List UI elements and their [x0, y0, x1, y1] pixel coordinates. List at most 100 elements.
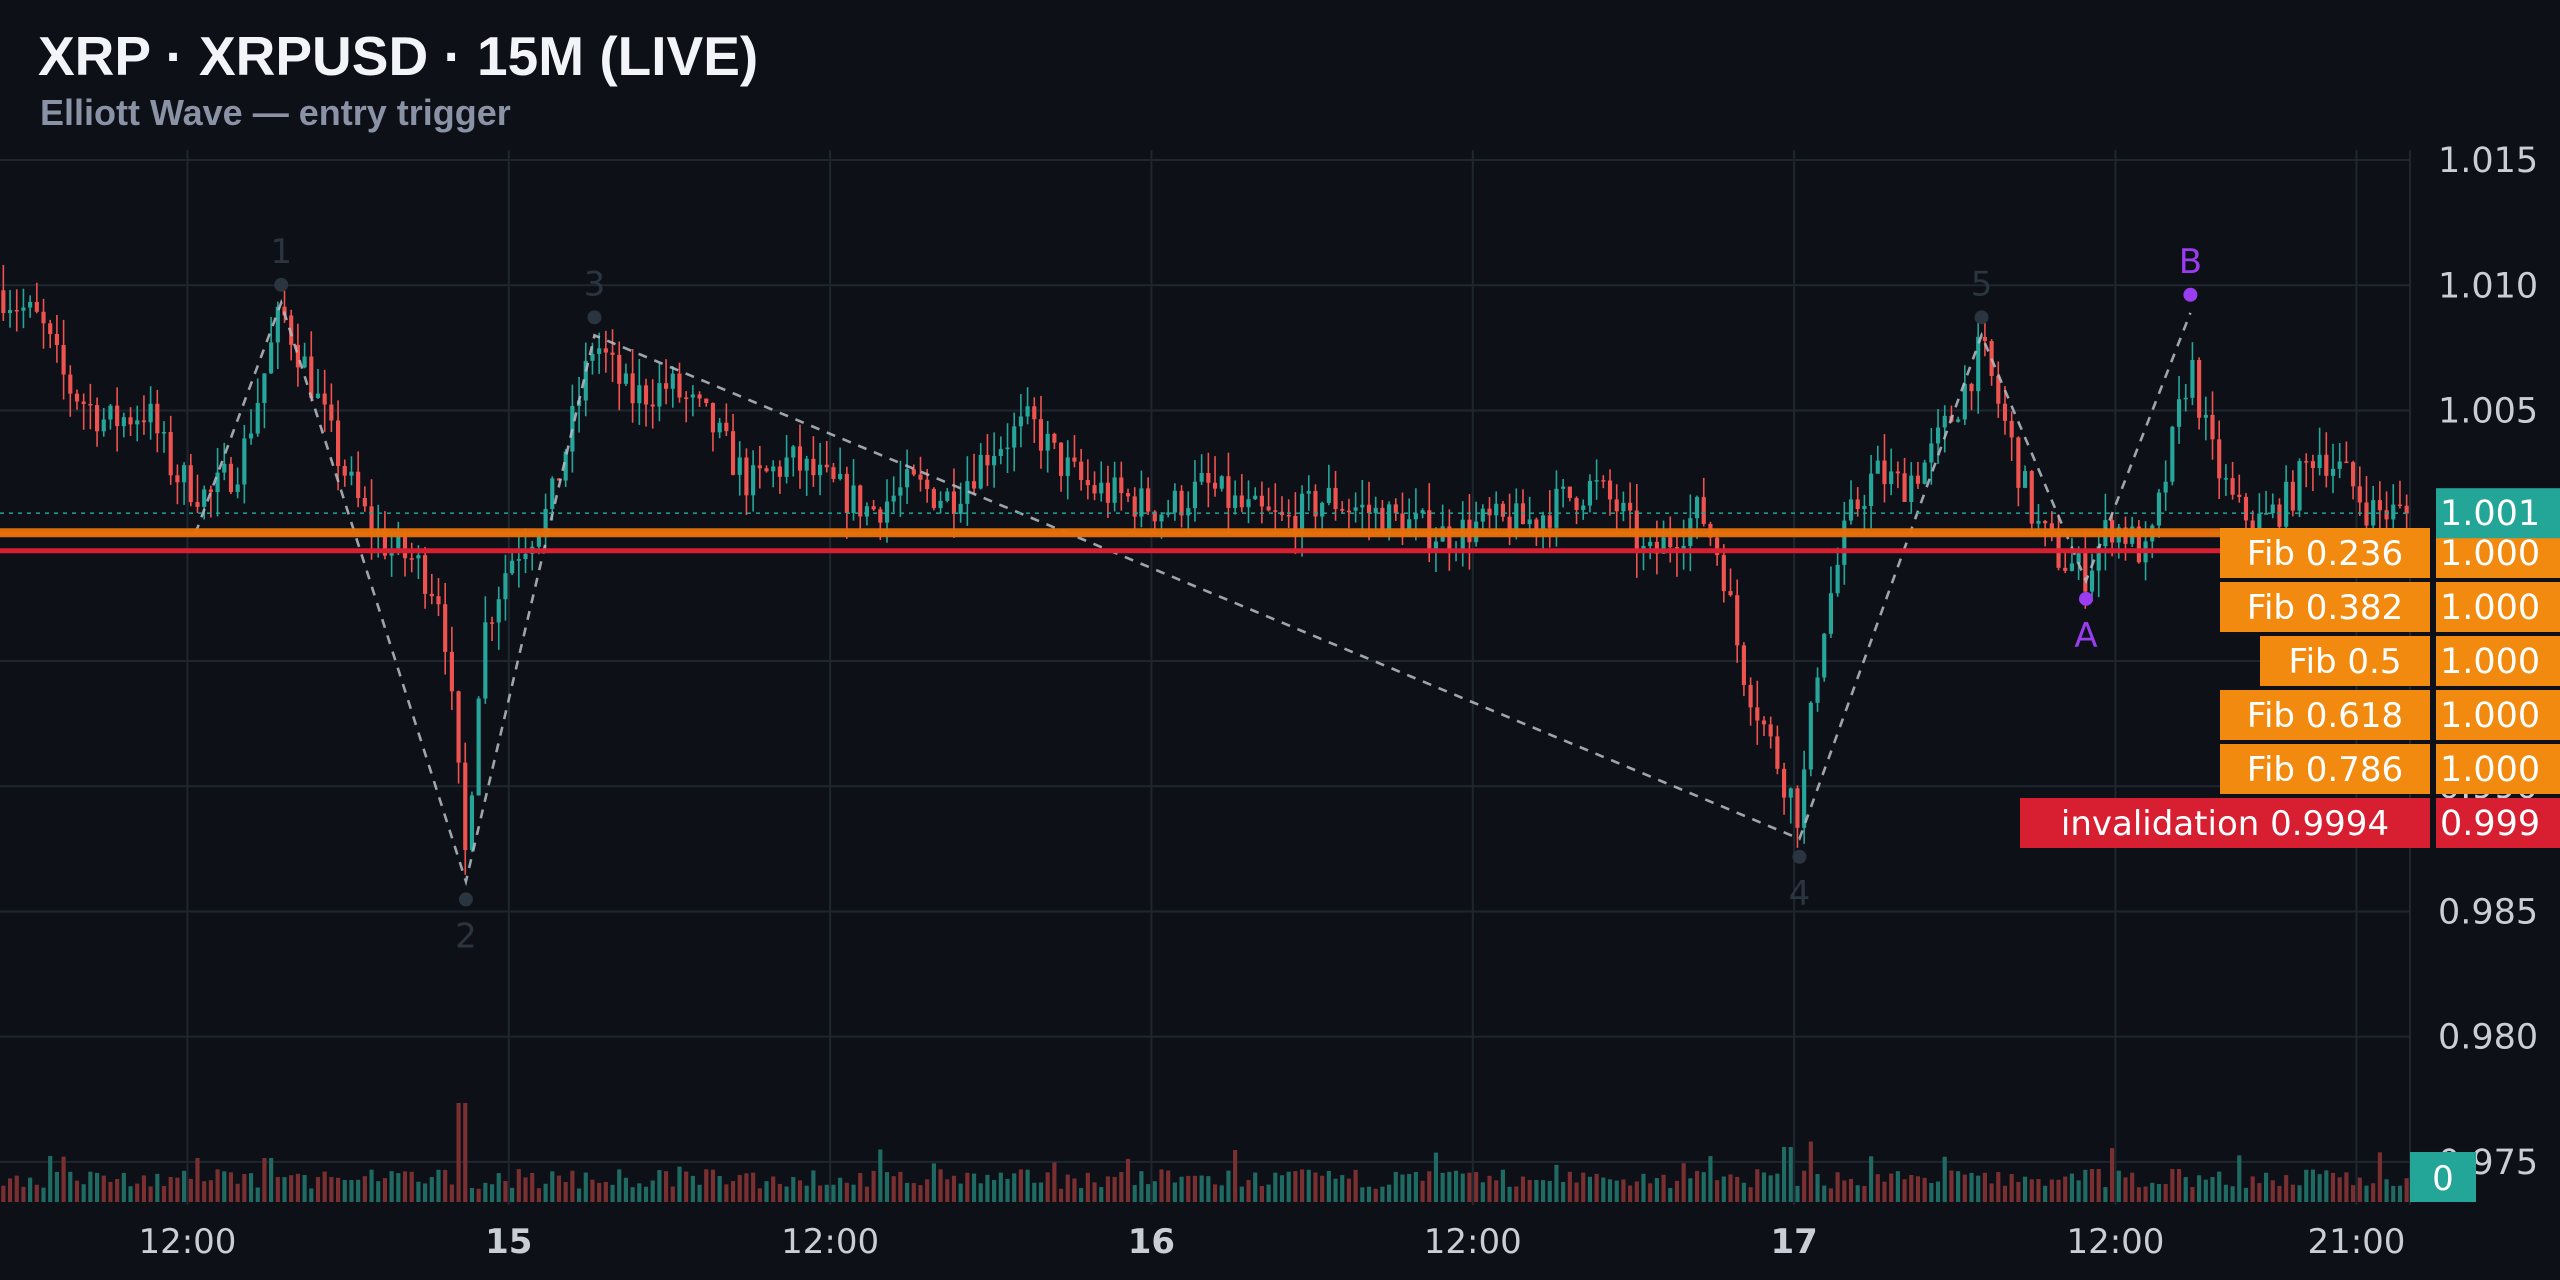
candle-body	[2002, 403, 2008, 421]
candle-body	[402, 535, 408, 559]
candle-body	[1661, 537, 1666, 554]
volume-bar	[2096, 1169, 2101, 1202]
candle-body	[771, 466, 776, 472]
candle-body	[161, 432, 167, 434]
fib-level-label-bg	[2220, 582, 2430, 632]
candle-body	[757, 465, 762, 469]
candle-body	[356, 471, 361, 498]
volume-bar	[1199, 1175, 1204, 1202]
volume-bar	[61, 1156, 66, 1202]
invalidation-level-label: invalidation 0.9994	[2061, 804, 2389, 844]
volume-bar	[650, 1180, 655, 1202]
wave-2-marker	[458, 892, 473, 907]
candle-body	[2163, 481, 2168, 493]
candle-body	[1447, 526, 1452, 551]
volume-bar	[945, 1179, 950, 1202]
volume-bar	[302, 1174, 307, 1202]
x-tick-label: 21:00	[2307, 1222, 2405, 1262]
volume-bar	[108, 1181, 113, 1202]
candle-body	[2183, 397, 2188, 400]
candle-body	[764, 468, 769, 472]
volume-bar	[583, 1172, 588, 1202]
volume-bar	[2310, 1169, 2316, 1202]
candle-body	[2156, 492, 2162, 526]
elliott-wave-path	[194, 298, 2192, 887]
candle-body	[1407, 519, 1412, 537]
candle-body	[269, 342, 274, 374]
candle-body	[543, 508, 548, 537]
volume-bar	[730, 1181, 736, 1202]
volume-bar	[1206, 1176, 1211, 1202]
candle-body	[710, 403, 716, 433]
candle-body	[1701, 497, 1706, 524]
candle-body	[449, 651, 454, 692]
volume-bar	[1132, 1185, 1137, 1202]
volume-bar	[1460, 1173, 1465, 1202]
candle-body	[489, 622, 495, 624]
candle-body	[275, 306, 280, 343]
volume-bar	[1648, 1183, 1653, 1202]
candle-body	[369, 506, 374, 533]
volume-bar	[1146, 1184, 1151, 1202]
candle-body	[1146, 488, 1151, 512]
volume-bar	[1306, 1169, 1311, 1202]
candle-body	[2243, 496, 2249, 521]
candle-body	[2210, 414, 2215, 440]
volume-bar	[576, 1188, 582, 1202]
candle-body	[1032, 406, 1037, 420]
volume-bar	[1922, 1177, 1927, 1202]
volume-bar	[2136, 1187, 2141, 1202]
volume-bar	[1326, 1170, 1331, 1202]
volume-bar	[717, 1176, 722, 1202]
candle-body	[1607, 480, 1613, 500]
volume-bar	[2002, 1185, 2008, 1202]
volume-bar	[777, 1183, 782, 1202]
volume-bar	[2156, 1183, 2162, 1202]
volume-bar	[503, 1181, 508, 1202]
volume-bar	[1768, 1175, 1773, 1202]
candle-body	[971, 481, 977, 489]
volume-bar	[1299, 1169, 1305, 1202]
volume-bar	[985, 1174, 990, 1202]
candle-body	[1534, 519, 1539, 529]
volume-bar	[1313, 1172, 1318, 1202]
volume-bar	[1507, 1186, 1512, 1202]
volume-bar	[2351, 1185, 2356, 1202]
candle-body	[128, 417, 133, 425]
volume-bar	[1407, 1173, 1412, 1202]
candle-body	[242, 438, 247, 485]
candle-body	[2217, 439, 2222, 479]
volume-bar	[1775, 1173, 1780, 1202]
candle-body	[751, 465, 756, 496]
volume-bar	[2170, 1169, 2175, 1202]
volume-bar	[2203, 1179, 2208, 1202]
candle-body	[1788, 788, 1793, 798]
volume-bar	[2243, 1187, 2249, 1202]
wave-A-marker	[2078, 591, 2093, 606]
volume-bar	[516, 1169, 521, 1202]
volume-bar	[550, 1171, 555, 1202]
volume-bar	[684, 1171, 689, 1202]
volume-bar	[1, 1185, 6, 1202]
volume-bar	[1735, 1176, 1740, 1202]
volume-bar	[449, 1184, 454, 1202]
candle-body	[1125, 493, 1131, 497]
volume-bar	[2110, 1148, 2115, 1202]
candle-body	[255, 403, 260, 434]
volume-bar	[1085, 1172, 1090, 1202]
candle-body	[1694, 497, 1700, 519]
volume-bar	[1715, 1180, 1720, 1202]
candle-body	[429, 593, 434, 597]
candle-body	[556, 478, 562, 481]
volume-bar	[556, 1175, 562, 1202]
volume-bar	[429, 1177, 434, 1202]
candle-body	[21, 307, 26, 311]
candle-body	[61, 345, 66, 375]
volume-bar	[1708, 1156, 1713, 1202]
candle-body	[1902, 473, 1907, 502]
candle-body	[1393, 504, 1398, 514]
candle-body	[329, 404, 334, 421]
volume-bar	[1942, 1156, 1947, 1202]
candle-body	[704, 398, 709, 404]
